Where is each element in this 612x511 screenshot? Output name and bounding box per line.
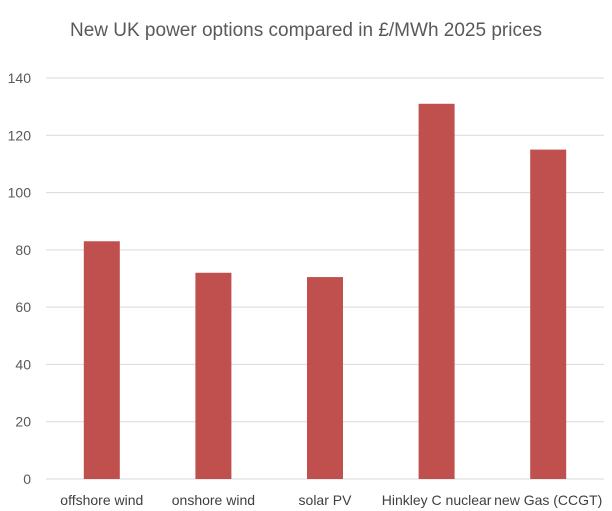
y-axis-ticks: 0 20 40 60 80 100 120 140 (8, 70, 32, 487)
bars (83, 103, 567, 480)
y-tick-label: 40 (15, 356, 31, 372)
x-category-label: onshore wind (172, 492, 255, 508)
bar (307, 277, 343, 479)
y-tick-label: 100 (8, 185, 32, 201)
bar (418, 103, 455, 480)
x-category-label: solar PV (299, 492, 353, 508)
bar (195, 272, 232, 479)
bar (83, 241, 120, 479)
y-tick-label: 60 (15, 299, 31, 315)
chart-title: New UK power options compared in £/MWh 2… (69, 20, 543, 41)
y-tick-label: 20 (15, 414, 31, 430)
y-tick-label: 120 (8, 127, 32, 143)
y-tick-label: 0 (23, 471, 31, 487)
x-axis-categories: offshore wind onshore wind solar PV Hinkley… (60, 492, 602, 508)
x-category-label: new Gas (CCGT) (494, 492, 602, 508)
y-tick-label: 140 (8, 70, 32, 86)
x-category-label: offshore wind (60, 492, 143, 508)
y-tick-label: 80 (15, 242, 31, 258)
bar (530, 149, 567, 479)
x-category-label: Hinkley C nuclear (382, 492, 492, 508)
